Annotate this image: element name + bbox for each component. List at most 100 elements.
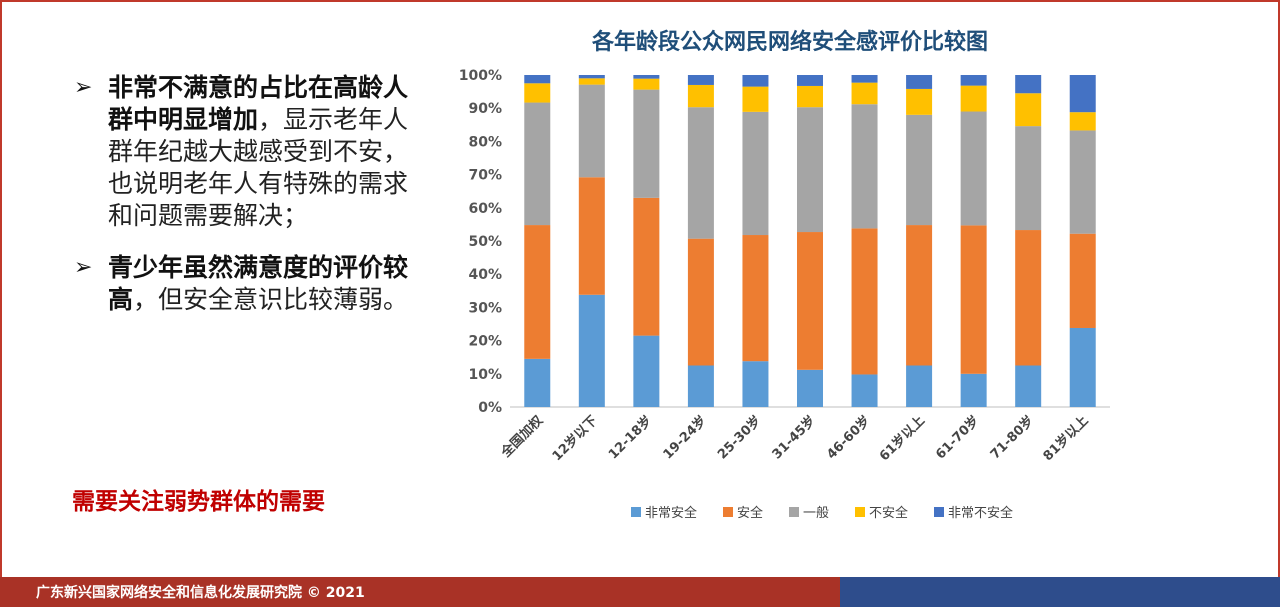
bar-segment — [1069, 112, 1096, 131]
x-tick-label: 19-24岁 — [660, 413, 710, 463]
legend-label: 不安全 — [869, 505, 908, 521]
bar-segment — [797, 369, 823, 407]
legend-label: 非常安全 — [645, 505, 697, 521]
legend-swatch — [934, 507, 944, 517]
x-tick-label: 46-60岁 — [823, 413, 873, 463]
bar-segment — [578, 294, 605, 407]
bar-segment — [1015, 75, 1042, 94]
bar-segment — [578, 75, 605, 79]
bar-segment — [1069, 130, 1096, 234]
bar-segment — [742, 75, 769, 87]
bar-segment — [633, 89, 660, 198]
bar-segment — [687, 365, 714, 407]
y-tick-label: 20% — [468, 334, 502, 350]
bar-segment — [851, 374, 878, 407]
y-tick-label: 30% — [468, 300, 502, 316]
bar-segment — [742, 111, 769, 236]
callout-text: 需要关注弱势群体的需要 — [72, 489, 325, 515]
bar-segment — [1069, 75, 1096, 113]
legend-swatch — [631, 507, 641, 517]
legend-label: 安全 — [737, 505, 763, 521]
bullet-item: ➢ 非常不满意的占比在高龄人群中明显增加，显示老年人群年纪越大越感受到不安，也说… — [74, 72, 414, 232]
bullet-bold-text: 非常不满意的占比在高龄人群中明显增加 — [108, 73, 409, 134]
bar-segment — [633, 197, 660, 336]
bar-segment — [851, 75, 878, 83]
legend-swatch — [855, 507, 865, 517]
y-tick-label: 70% — [468, 168, 502, 184]
y-tick-label: 80% — [468, 134, 502, 150]
bullet-bold-text: 青少年虽然满意度的评价较高 — [108, 253, 409, 314]
bar-segment — [797, 232, 823, 370]
bar-segment — [578, 177, 605, 295]
footer-copyright: 广东新兴国家网络安全和信息化发展研究院 © 2021 — [36, 585, 365, 601]
bullet-list: ➢ 非常不满意的占比在高龄人群中明显增加，显示老年人群年纪越大越感受到不安，也说… — [74, 72, 414, 336]
bar-segment — [633, 78, 660, 90]
bar-segment — [906, 225, 933, 366]
bar-segment — [524, 75, 551, 84]
y-tick-label: 0% — [478, 400, 502, 416]
bar-segment — [906, 75, 933, 89]
legend-swatch — [789, 507, 799, 517]
bar-segment — [906, 365, 933, 407]
x-tick-label: 12-18岁 — [605, 413, 655, 463]
bar-segment — [742, 235, 769, 362]
bar-segment — [960, 373, 987, 407]
legend-label: 一般 — [803, 505, 829, 521]
x-tick-label: 全国加权 — [497, 412, 546, 461]
bar-segment — [742, 86, 769, 112]
bar-segment — [960, 225, 987, 374]
bar-segment — [742, 361, 769, 407]
x-tick-label: 31-45岁 — [769, 413, 819, 463]
bar-segment — [797, 107, 823, 233]
x-tick-label: 61岁以上 — [876, 413, 928, 465]
arrow-bullet-icon: ➢ — [74, 255, 93, 280]
y-tick-label: 60% — [468, 201, 502, 217]
arrow-bullet-icon: ➢ — [74, 75, 93, 100]
bar-segment — [851, 228, 878, 375]
footer-blue-band — [840, 577, 1280, 607]
bar-segment — [851, 104, 878, 229]
legend-swatch — [723, 507, 733, 517]
bar-segment — [1069, 327, 1096, 407]
y-tick-label: 100% — [459, 68, 502, 84]
bullet-item: ➢ 青少年虽然满意度的评价较高，但安全意识比较薄弱。 — [74, 252, 414, 316]
bar-segment — [687, 84, 714, 108]
bullet-text: ，显示老年人群年纪越大越感受到不安，也说明老年人有特殊的需求和问题需要解决； — [108, 105, 409, 230]
y-tick-label: 10% — [468, 367, 502, 383]
bullet-text: ，但安全意识比较薄弱。 — [133, 285, 409, 314]
bar-segment — [578, 84, 605, 178]
bar-segment — [906, 114, 933, 226]
bar-segment — [633, 75, 660, 79]
x-tick-label: 61-70岁 — [933, 413, 983, 463]
bar-segment — [960, 75, 987, 86]
bar-segment — [524, 102, 551, 226]
bar-segment — [524, 358, 551, 407]
bar-segment — [633, 335, 660, 407]
bar-segment — [960, 85, 987, 112]
bar-segment — [687, 107, 714, 239]
bar-segment — [1069, 233, 1096, 328]
x-tick-label: 25-30岁 — [714, 413, 764, 463]
bar-segment — [797, 75, 823, 86]
bar-segment — [1015, 93, 1042, 127]
chart-title: 各年龄段公众网民网络安全感评价比较图 — [591, 29, 988, 55]
legend-label: 非常不安全 — [948, 505, 1013, 521]
y-tick-label: 50% — [468, 234, 502, 250]
bar-segment — [1015, 365, 1042, 407]
footer-bar: 广东新兴国家网络安全和信息化发展研究院 © 2021 — [0, 577, 1280, 607]
bar-segment — [960, 111, 987, 226]
x-tick-label: 71-80岁 — [987, 413, 1037, 463]
bar-segment — [1015, 230, 1042, 366]
bar-segment — [524, 225, 551, 359]
bar-segment — [578, 78, 605, 85]
bar-segment — [687, 75, 714, 85]
x-tick-label: 12岁以下 — [549, 413, 601, 465]
footer-red-band — [0, 577, 840, 607]
bar-segment — [797, 85, 823, 108]
bar-segment — [906, 88, 933, 115]
stacked-bar-chart: 各年龄段公众网民网络安全感评价比较图 0% 10% 20% 30% 40% 50% 60% 70… — [459, 29, 1110, 521]
bar-segment — [1015, 126, 1042, 231]
y-tick-label: 90% — [468, 101, 502, 117]
bar-segment — [851, 82, 878, 105]
x-tick-label: 81岁以上 — [1040, 413, 1092, 465]
